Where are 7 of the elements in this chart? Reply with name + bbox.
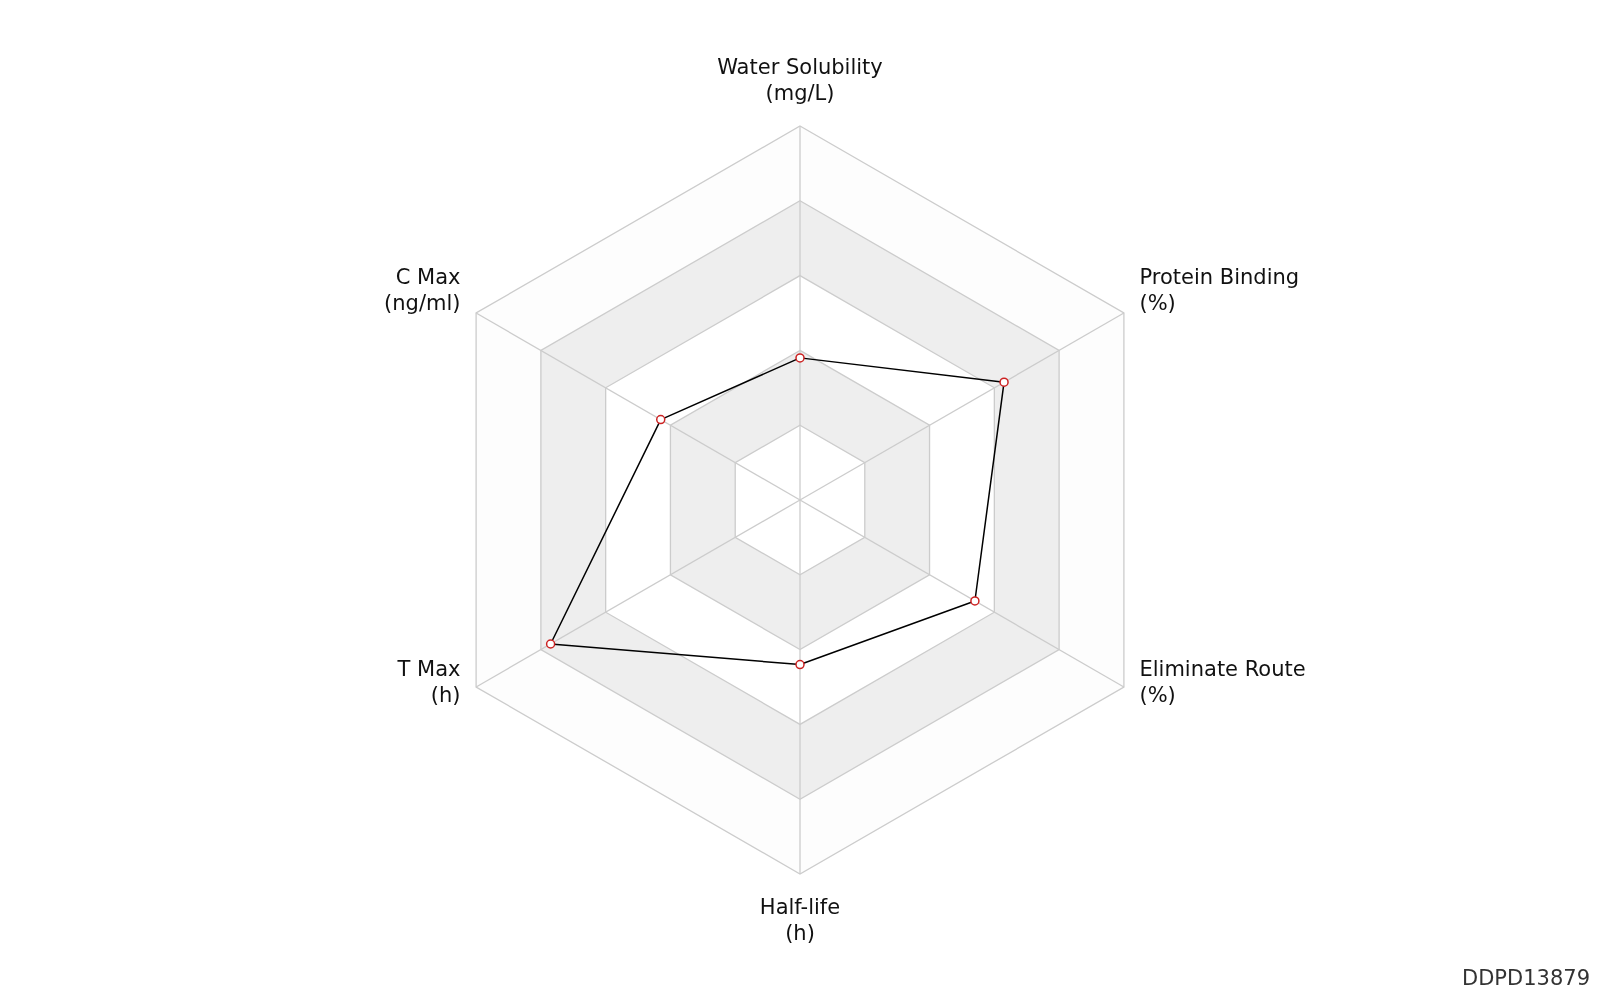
spoke-label: Water Solubility (mg/L)	[717, 55, 883, 105]
spoke-label: C Max (ng/ml)	[384, 265, 461, 315]
spoke-label: Half-life (h)	[759, 895, 841, 945]
spoke-label: T Max (h)	[396, 657, 461, 707]
spoke-label: Eliminate Route (%)	[1139, 657, 1306, 707]
spoke-label: Protein Binding (%)	[1139, 265, 1300, 315]
text: DDPD13879	[1462, 966, 1590, 990]
